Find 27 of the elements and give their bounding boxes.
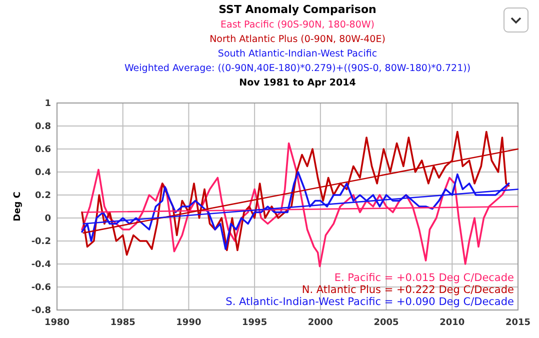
x-tick-label: 1995 — [242, 318, 268, 328]
chart-title: SST Anomaly Comparison — [218, 3, 376, 16]
chart-subtitle: Nov 1981 to Apr 2014 — [239, 78, 356, 88]
y-tick-label: 0 — [44, 214, 51, 224]
y-tick-label: 0.2 — [35, 191, 51, 202]
x-tick-label: 2015 — [505, 318, 531, 328]
x-tick-label: 2010 — [440, 318, 465, 328]
y-tick-label: 0.4 — [35, 168, 51, 178]
x-tick-label: 2005 — [374, 318, 399, 328]
text: South Atlantic-Indian-West Pacific Weighted Average: ((0-90N,40E-180)*0.279)+((90S-0, 80W-180)*0.721)) — [124, 48, 471, 74]
x-tick-label: 1980 — [44, 318, 70, 328]
y-tick-label: -0.6 — [31, 283, 51, 294]
y-tick-label: 1 — [44, 99, 51, 110]
y-axis-title: Deg C — [13, 191, 23, 222]
x-tick-label: 2000 — [308, 318, 333, 328]
annotation: E. Pacific = +0.015 Deg C/Decade — [334, 272, 514, 284]
y-tick-label: -0.4 — [31, 260, 51, 270]
annotation: S. Atlantic-Indian-West Pacific = +0.090 Deg C/Decade — [226, 296, 514, 308]
y-tick-label: -0.2 — [31, 237, 51, 248]
text: North Atlantic Plus (0-90N, 80W-40E) — [210, 34, 386, 45]
x-tick-label: 1985 — [110, 318, 136, 328]
text: East Pacific (90S-90N, 180-80W) — [220, 20, 374, 30]
y-tick-label: -0.8 — [31, 306, 51, 316]
annotation: N. Atlantic Plus = +0.222 Deg C/Decade — [302, 284, 514, 296]
x-tick-label: 1990 — [176, 318, 202, 328]
y-tick-label: 0.6 — [35, 145, 51, 156]
y-tick-label: 0.8 — [35, 122, 51, 132]
